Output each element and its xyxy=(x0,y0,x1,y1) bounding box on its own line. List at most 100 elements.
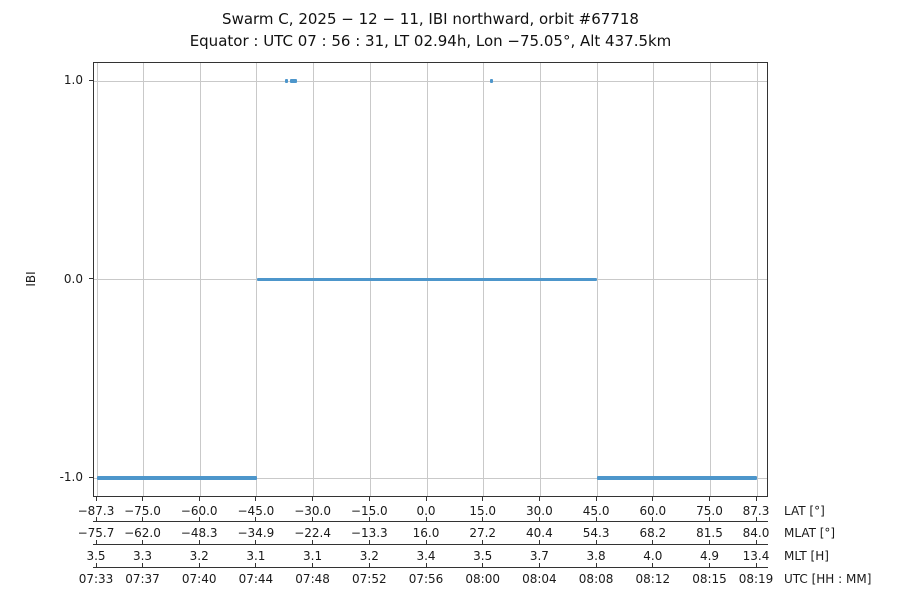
axis-separator-tick xyxy=(255,539,257,544)
axis-separator-tick xyxy=(709,539,710,544)
axis-separator-tick xyxy=(425,516,427,521)
x-tick-mark xyxy=(755,497,757,501)
x-tick-mark xyxy=(709,497,710,501)
axis-separator-tick xyxy=(312,562,314,567)
axis-separator-tick xyxy=(198,562,200,567)
axis-separator-tick xyxy=(198,539,200,544)
tick-label-mlat: 40.4 xyxy=(526,526,553,540)
ibi-data-segment xyxy=(289,79,297,83)
tick-label-lat: −87.3 xyxy=(77,503,115,518)
tick-label-mlat: 68.2 xyxy=(639,526,667,540)
axis-separator-tick xyxy=(652,539,654,544)
axis-separator-line xyxy=(93,543,768,545)
x-tick-mark xyxy=(482,497,484,501)
axis-separator-tick xyxy=(652,516,654,521)
axis-separator-tick xyxy=(95,539,97,544)
tick-label-mlat: 54.3 xyxy=(582,526,610,540)
x-tick-mark xyxy=(255,497,257,501)
tick-label-mlt: 4.9 xyxy=(699,549,720,563)
tick-label-mlt: 3.7 xyxy=(529,549,549,563)
tick-label-utc: 07:52 xyxy=(352,571,387,586)
tick-label-mlat: 16.0 xyxy=(412,526,440,540)
tick-label-mlat: 81.5 xyxy=(696,526,723,540)
tick-label-lat: 45.0 xyxy=(582,503,610,518)
x-tick-mark xyxy=(95,497,97,501)
ibi-data-segment xyxy=(597,476,757,480)
tick-label-lat: −45.0 xyxy=(237,503,275,518)
y-tick-mark xyxy=(89,476,93,478)
axis-separator-tick xyxy=(425,539,427,544)
axis-separator-tick xyxy=(95,562,97,567)
tick-label-lat: −15.0 xyxy=(350,503,388,518)
y-tick-mark xyxy=(89,278,93,279)
tick-label-mlat: 84.0 xyxy=(742,526,770,540)
horizontal-gridline xyxy=(94,80,767,82)
x-tick-mark xyxy=(425,497,427,501)
tick-label-mlt: 3.5 xyxy=(86,549,106,563)
tick-label-mlt: 3.5 xyxy=(473,549,493,563)
axis-separator-tick xyxy=(709,562,710,567)
axis-separator-tick xyxy=(255,516,257,521)
chart-title: Swarm C, 2025 − 12 − 11, IBI northward, … xyxy=(222,10,639,28)
x-tick-mark xyxy=(312,497,314,501)
x-tick-mark xyxy=(368,497,370,501)
axis-separator-tick xyxy=(95,516,97,521)
axis-separator-line xyxy=(93,520,768,522)
ibi-data-segment xyxy=(256,277,598,282)
tick-label-utc: 07:44 xyxy=(238,571,274,586)
tick-label-utc: 07:33 xyxy=(78,571,114,586)
axis-row-name: MLAT [°] xyxy=(784,526,836,540)
tick-label-mlt: 3.1 xyxy=(303,549,323,563)
axis-separator-tick xyxy=(312,516,314,521)
axis-row-name: UTC [HH : MM] xyxy=(784,571,872,586)
tick-label-mlt: 3.2 xyxy=(359,549,379,563)
horizontal-gridline xyxy=(94,477,767,479)
tick-label-mlat: −48.3 xyxy=(180,526,218,540)
tick-label-utc: 08:15 xyxy=(692,571,727,586)
axis-separator-tick xyxy=(141,516,143,521)
tick-label-lat: 75.0 xyxy=(696,503,723,518)
axis-row-name: LAT [°] xyxy=(784,503,825,518)
x-tick-mark xyxy=(538,497,540,501)
y-tick-label: -1.0 xyxy=(59,470,83,484)
axis-separator-tick xyxy=(538,539,540,544)
tick-label-lat: 87.3 xyxy=(742,503,770,518)
tick-label-mlat: −34.9 xyxy=(237,526,275,540)
axis-separator-tick xyxy=(141,539,143,544)
tick-label-utc: 08:00 xyxy=(465,571,500,586)
tick-label-lat: −30.0 xyxy=(294,503,331,518)
tick-label-mlat: 27.2 xyxy=(469,526,497,540)
tick-label-utc: 08:19 xyxy=(738,571,774,586)
tick-label-lat: −60.0 xyxy=(180,503,218,518)
tick-label-mlt: 3.2 xyxy=(189,549,209,563)
tick-label-lat: −75.0 xyxy=(124,503,161,518)
ibi-data-segment xyxy=(489,79,493,83)
axis-separator-tick xyxy=(709,516,710,521)
tick-label-mlt: 13.4 xyxy=(742,549,770,563)
plot-area xyxy=(93,62,768,497)
x-tick-mark xyxy=(652,497,654,501)
tick-label-mlt: 3.8 xyxy=(586,549,606,563)
axis-separator-tick xyxy=(538,562,540,567)
tick-label-mlt: 3.3 xyxy=(132,549,153,563)
tick-label-lat: 60.0 xyxy=(639,503,667,518)
tick-label-mlt: 3.1 xyxy=(246,549,266,563)
tick-label-lat: 15.0 xyxy=(469,503,497,518)
axis-separator-tick xyxy=(368,539,370,544)
tick-label-utc: 08:08 xyxy=(578,571,614,586)
ibi-data-segment xyxy=(284,79,288,83)
tick-label-mlat: −13.3 xyxy=(350,526,388,540)
x-tick-mark xyxy=(141,497,143,501)
ibi-data-segment xyxy=(97,476,257,480)
chart-subtitle: Equator : UTC 07 : 56 : 31, LT 02.94h, L… xyxy=(189,32,672,50)
x-tick-mark xyxy=(198,497,200,501)
axis-separator-tick xyxy=(482,562,484,567)
axis-separator-line xyxy=(93,566,768,568)
tick-label-utc: 08:12 xyxy=(635,571,671,586)
tick-label-utc: 07:37 xyxy=(125,571,160,586)
y-tick-mark xyxy=(89,79,93,81)
axis-separator-tick xyxy=(595,516,597,521)
axis-separator-tick xyxy=(482,516,484,521)
tick-label-mlat: −75.7 xyxy=(77,526,115,540)
